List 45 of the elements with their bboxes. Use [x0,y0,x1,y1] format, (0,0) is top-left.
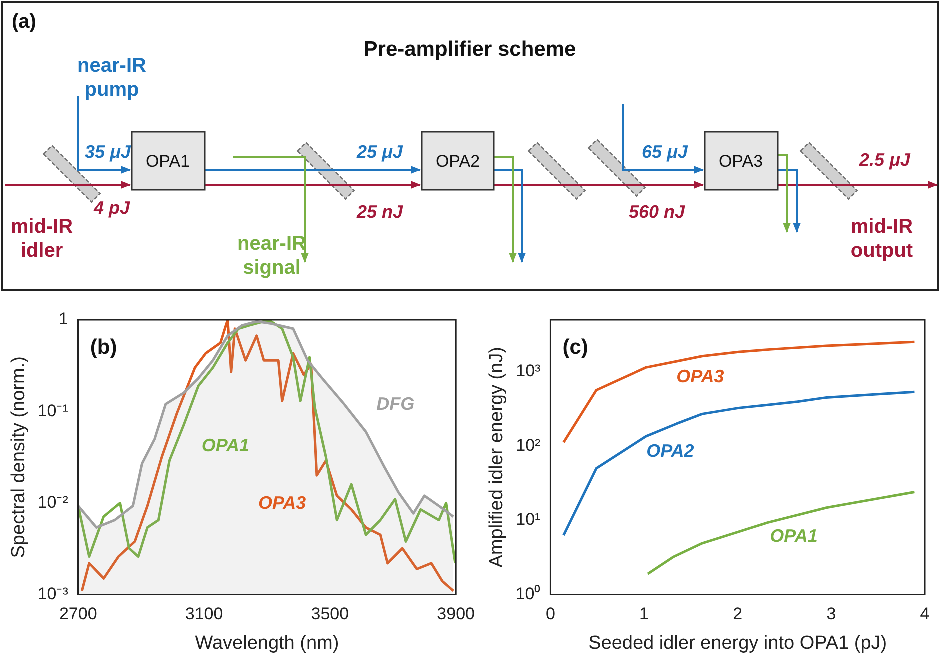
y-tick-label: 10⁰ [516,584,541,604]
x-axis-title: Seeded idler energy into OPA1 (pJ) [588,632,888,654]
x-tick-label: 4 [920,604,930,624]
text: Pre-amplifier scheme [364,38,576,61]
text: near-IR pump [78,55,148,101]
text: 65 μJ [642,142,689,162]
y-tick-label: 10³ [516,362,542,381]
x-tick-label: 2 [733,604,743,624]
text: near-IR signal [238,233,308,279]
series-label: OPA1 [770,526,818,546]
text: mid-IR output [850,216,914,262]
series-label: OPA1 [202,435,250,456]
text: 4 pJ [92,198,131,218]
x-tick-label: 0 [546,604,556,624]
y-tick-label: 10² [516,436,542,455]
text: 25 nJ [356,202,404,222]
series-label: OPA3 [258,493,306,514]
series-label: DFG [376,394,415,414]
text: 560 nJ [628,202,686,222]
y-axis-title: Amplified idler energy (nJ) [486,347,508,568]
y-tick-label: 1 [58,310,68,329]
annotation: (b) [90,336,118,359]
text: OPA3 [718,152,764,171]
text: 35 μJ [85,142,132,162]
x-axis-title: Wavelength (nm) [195,632,340,654]
text: OPA2 [436,152,480,171]
text: (a) [12,11,36,33]
text: 2.5 μJ [858,150,912,170]
annotation: (c) [562,336,588,359]
y-tick-label: 10⁻² [38,492,69,512]
x-tick-label: 3500 [311,604,350,624]
x-tick-label: 3100 [185,604,224,624]
y-axis-title: Spectral density (norm.) [8,356,30,558]
series-label: OPA3 [676,366,724,387]
x-tick-label: 2700 [59,604,98,624]
text: mid-IR idler [10,216,74,262]
x-tick-label: 1 [640,604,650,624]
x-tick-label: 3 [826,604,836,624]
x-tick-label: 3900 [437,604,476,624]
y-tick-label: 10⁻¹ [38,401,69,420]
y-tick-label: 10¹ [516,510,542,530]
text: OPA1 [146,152,190,171]
y-tick-label: 10⁻³ [38,584,69,604]
series-label: OPA2 [646,440,694,461]
text: 25 μJ [356,142,404,162]
